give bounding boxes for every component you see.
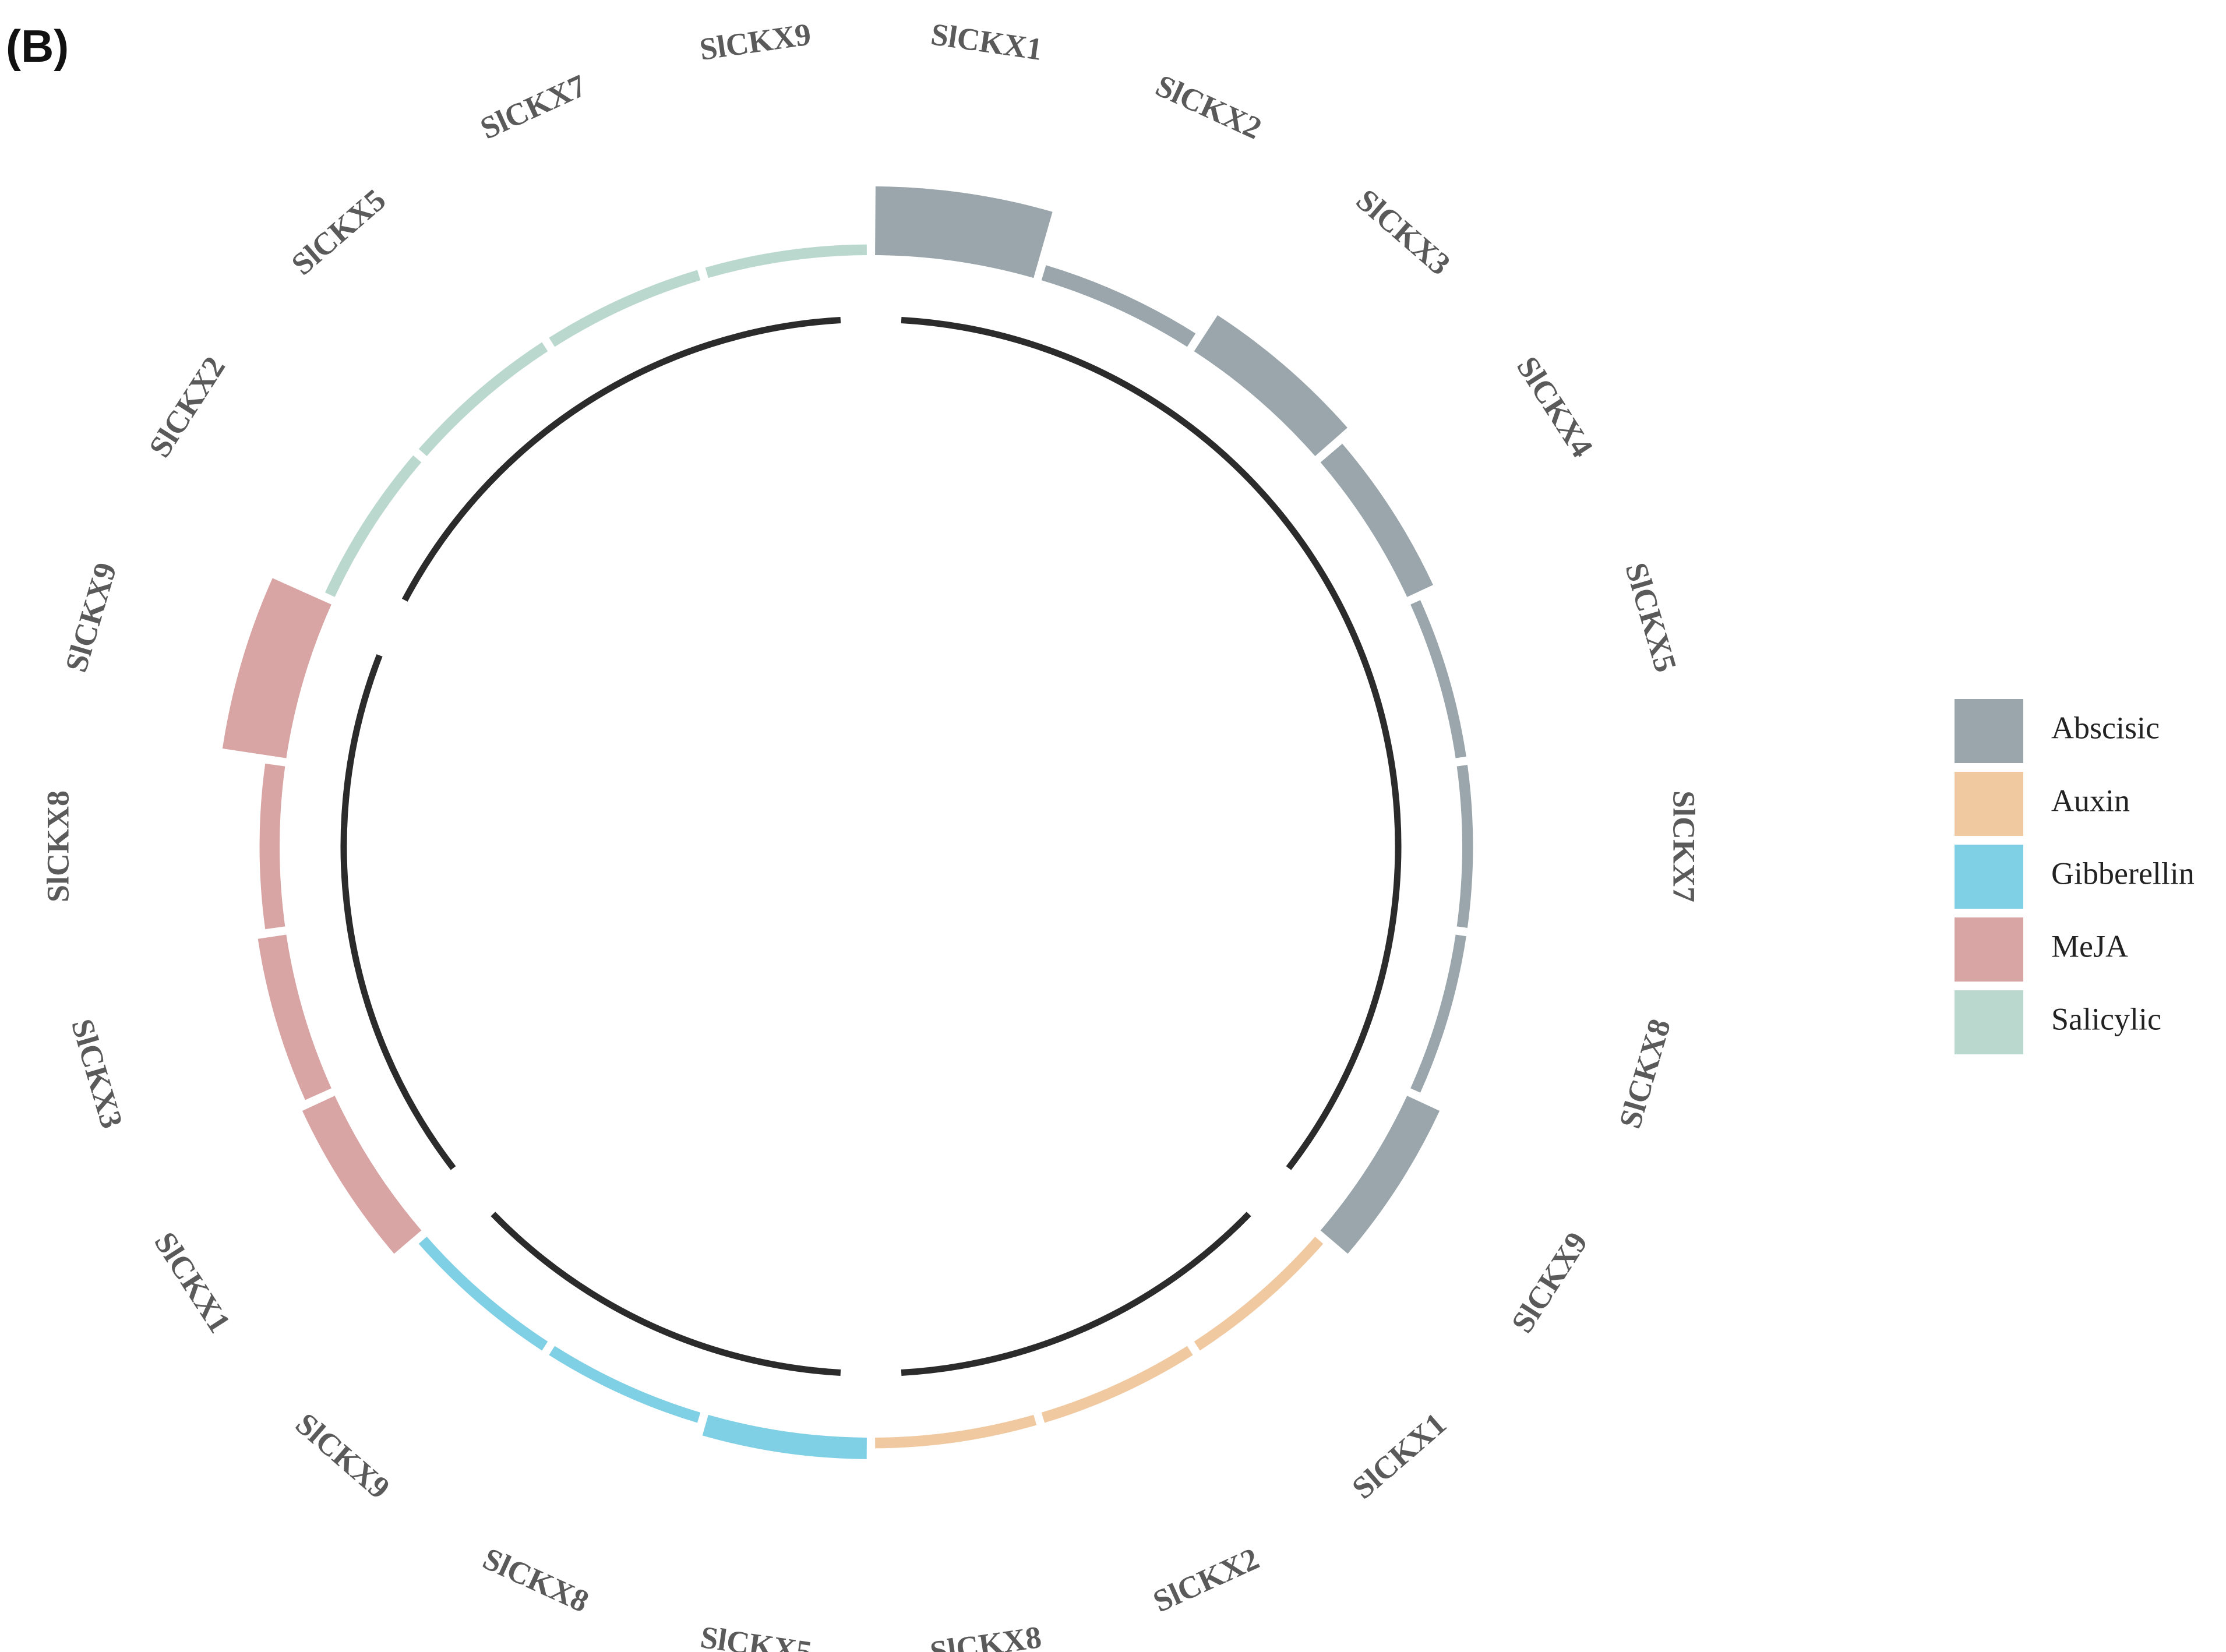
legend-swatch-gibberellin <box>1955 845 2023 909</box>
bar-gibberellin-slckx8 <box>549 1346 701 1423</box>
legend-label-meja: MeJA <box>2051 929 2128 963</box>
label-abscisic-slckx5: SlCKX5 <box>1618 559 1684 676</box>
inner-arc-auxin <box>901 1212 1251 1376</box>
bar-abscisic-slckx2 <box>1041 265 1196 347</box>
bar-salicylic-slckx9 <box>705 244 867 278</box>
legend: Abscisic Auxin Gibberellin MeJA Salicylic <box>1955 699 2195 1054</box>
label-abscisic-slckx1: SlCKX1 <box>929 16 1045 67</box>
bar-salicylic-slckx5 <box>418 342 548 456</box>
legend-label-gibberellin: Gibberellin <box>2051 856 2195 891</box>
label-abscisic-slckx4: SlCKX4 <box>1510 350 1600 463</box>
label-abscisic-slckx3: SlCKX3 <box>1350 182 1457 282</box>
inner-arc-gibberellin <box>491 1212 841 1376</box>
legend-label-abscisic: Abscisic <box>2051 710 2160 745</box>
bar-abscisic-slckx7 <box>1456 765 1473 928</box>
label-meja-slckx9: SlCKX9 <box>58 559 124 676</box>
bar-abscisic-slckx4 <box>1320 443 1433 597</box>
bar-auxin-slckx8 <box>875 1414 1037 1449</box>
label-meja-slckx1: SlCKX1 <box>147 1226 237 1339</box>
label-meja-slckx8: SlCKX8 <box>40 790 75 902</box>
inner-arc-meja <box>340 654 456 1170</box>
label-gibberellin-slckx5: SlCKX5 <box>699 1619 814 1652</box>
label-auxin-slckx1: SlCKX1 <box>1345 1406 1452 1506</box>
gene-bars <box>222 186 1473 1459</box>
label-salicylic-slckx9: SlCKX9 <box>697 16 813 67</box>
bar-auxin-slckx2 <box>1041 1346 1193 1423</box>
label-auxin-slckx8: SlCKX8 <box>928 1619 1044 1652</box>
label-salicylic-slckx7: SlCKX7 <box>475 68 591 146</box>
group-inner-arcs <box>340 317 1402 1376</box>
bar-salicylic-slckx7 <box>549 270 701 347</box>
legend-label-auxin: Auxin <box>2051 783 2130 818</box>
bar-meja-slckx1 <box>302 1096 422 1254</box>
bar-meja-slckx8 <box>259 763 285 930</box>
bar-auxin-slckx1 <box>1194 1237 1324 1351</box>
label-salicylic-slckx2: SlCKX2 <box>142 350 232 463</box>
bar-abscisic-slckx5 <box>1410 600 1466 758</box>
legend-swatch-salicylic <box>1955 990 2023 1054</box>
legend-swatch-abscisic <box>1955 699 2023 763</box>
label-abscisic-slckx9: SlCKX9 <box>1504 1226 1594 1339</box>
label-gibberellin-slckx8: SlCKX8 <box>478 1541 594 1619</box>
gene-labels: SlCKX1 SlCKX2 SlCKX3 SlCKX4 SlCKX5 SlCKX7 SlCK… <box>40 16 1701 1652</box>
legend-swatch-auxin <box>1955 772 2023 836</box>
label-abscisic-slckx7: SlCKX7 <box>1667 790 1702 902</box>
legend-swatch-meja <box>1955 917 2023 982</box>
bar-meja-slckx3 <box>257 934 331 1100</box>
bar-abscisic-slckx3 <box>1194 315 1347 456</box>
label-abscisic-slckx8: SlCKX8 <box>1612 1015 1677 1132</box>
bar-abscisic-slckx9 <box>1320 1096 1440 1254</box>
bar-gibberellin-slckx9 <box>418 1237 548 1351</box>
bar-salicylic-slckx2 <box>324 455 422 597</box>
bar-abscisic-slckx8 <box>1410 934 1466 1093</box>
label-abscisic-slckx2: SlCKX2 <box>1151 68 1267 146</box>
legend-label-salicylic: Salicylic <box>2051 1001 2161 1036</box>
label-meja-slckx3: SlCKX3 <box>65 1015 130 1132</box>
label-auxin-slckx2: SlCKX2 <box>1148 1541 1264 1619</box>
label-salicylic-slckx5: SlCKX5 <box>285 182 392 282</box>
bar-abscisic-slckx1 <box>875 186 1053 278</box>
panel-label: (B) <box>6 20 69 72</box>
bar-meja-slckx9 <box>222 578 331 758</box>
label-gibberellin-slckx9: SlCKX9 <box>289 1406 396 1506</box>
bar-gibberellin-slckx5 <box>702 1414 867 1459</box>
inner-arc-abscisic <box>901 317 1402 1170</box>
inner-arc-salicylic <box>401 317 841 602</box>
